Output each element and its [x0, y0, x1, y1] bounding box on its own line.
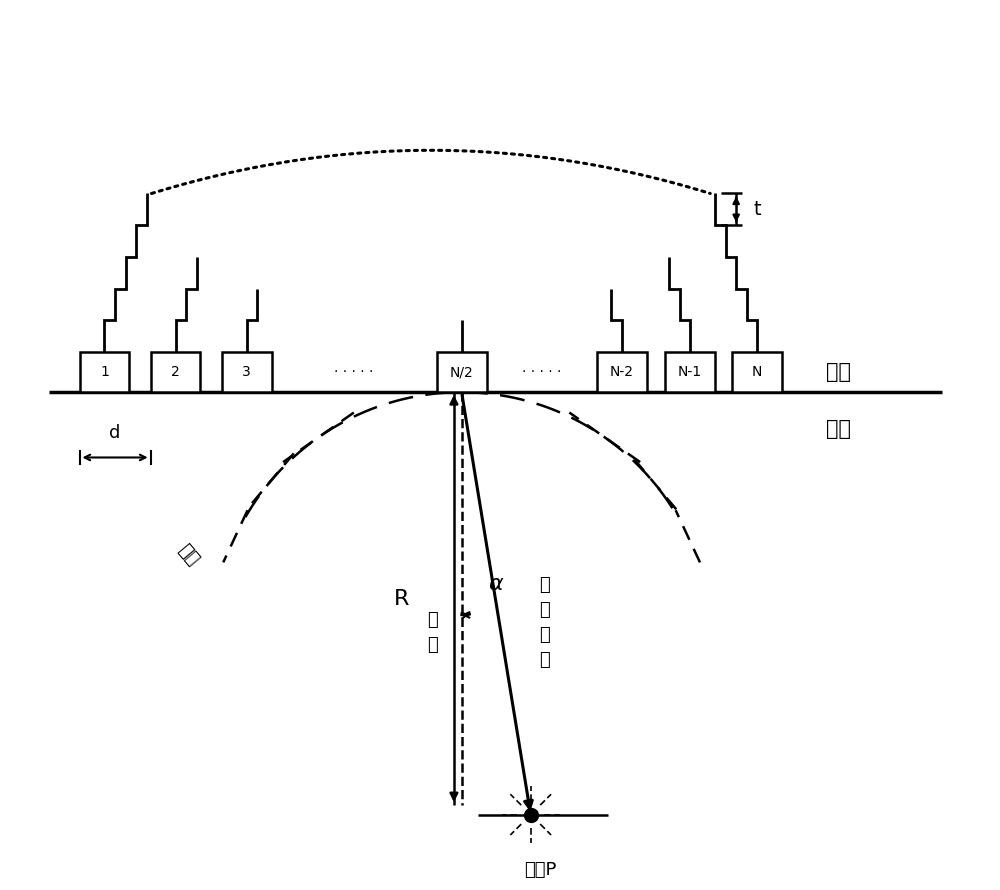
Text: · · · · ·: · · · · · [522, 365, 561, 379]
Text: · · · · ·: · · · · · [334, 365, 374, 379]
FancyBboxPatch shape [222, 352, 272, 392]
FancyBboxPatch shape [665, 352, 715, 392]
Text: 工件: 工件 [826, 418, 851, 439]
FancyBboxPatch shape [151, 352, 200, 392]
FancyBboxPatch shape [437, 352, 487, 392]
Text: N/2: N/2 [450, 365, 473, 379]
Text: N: N [752, 365, 762, 379]
Text: 焦点P: 焦点P [524, 861, 557, 878]
Text: 波前: 波前 [174, 541, 202, 570]
Text: N-1: N-1 [678, 365, 702, 379]
Text: α: α [488, 574, 503, 595]
Text: 2: 2 [171, 365, 180, 379]
Text: 法
线: 法 线 [427, 611, 438, 653]
Text: 探头: 探头 [826, 362, 851, 382]
FancyBboxPatch shape [80, 352, 129, 392]
Text: R: R [393, 588, 409, 609]
Text: d: d [109, 425, 121, 442]
Text: N-2: N-2 [610, 365, 634, 379]
Text: 3: 3 [242, 365, 251, 379]
Text: 1: 1 [100, 365, 109, 379]
Text: t: t [753, 200, 761, 219]
Text: 波
束
方
向: 波 束 方 向 [539, 576, 550, 669]
FancyBboxPatch shape [732, 352, 782, 392]
FancyBboxPatch shape [597, 352, 647, 392]
